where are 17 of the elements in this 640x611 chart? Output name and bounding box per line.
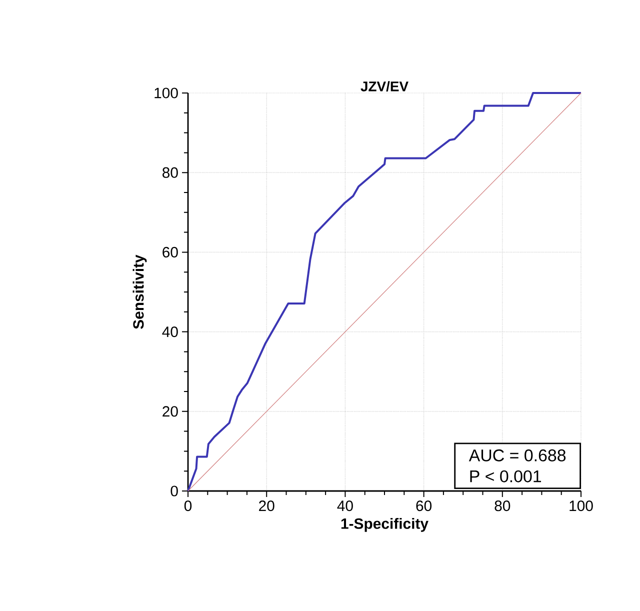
y-tick-label: 20	[162, 406, 178, 417]
x-axis-title: 1-Specificity	[341, 518, 428, 532]
x-tick-label: 20	[259, 500, 274, 512]
y-tick-label: 0	[170, 486, 178, 496]
y-tick-label: 100	[154, 88, 178, 98]
annotation: P < 0.001	[470, 470, 542, 482]
annotation: AUC = 0.688	[468, 449, 566, 462]
y-tick-label: 40	[162, 326, 178, 338]
y-tick-label: 60	[162, 246, 178, 258]
chart-title: JZV/EV	[360, 81, 408, 92]
x-tick-label: 0	[184, 500, 192, 512]
x-tick-label: 100	[570, 500, 593, 512]
y-tick-label: 80	[162, 167, 178, 178]
y-axis-title: Sensitivity	[132, 254, 147, 329]
x-tick-label: 80	[494, 500, 510, 512]
x-tick-label: 40	[337, 500, 353, 512]
x-tick-label: 60	[416, 500, 432, 512]
